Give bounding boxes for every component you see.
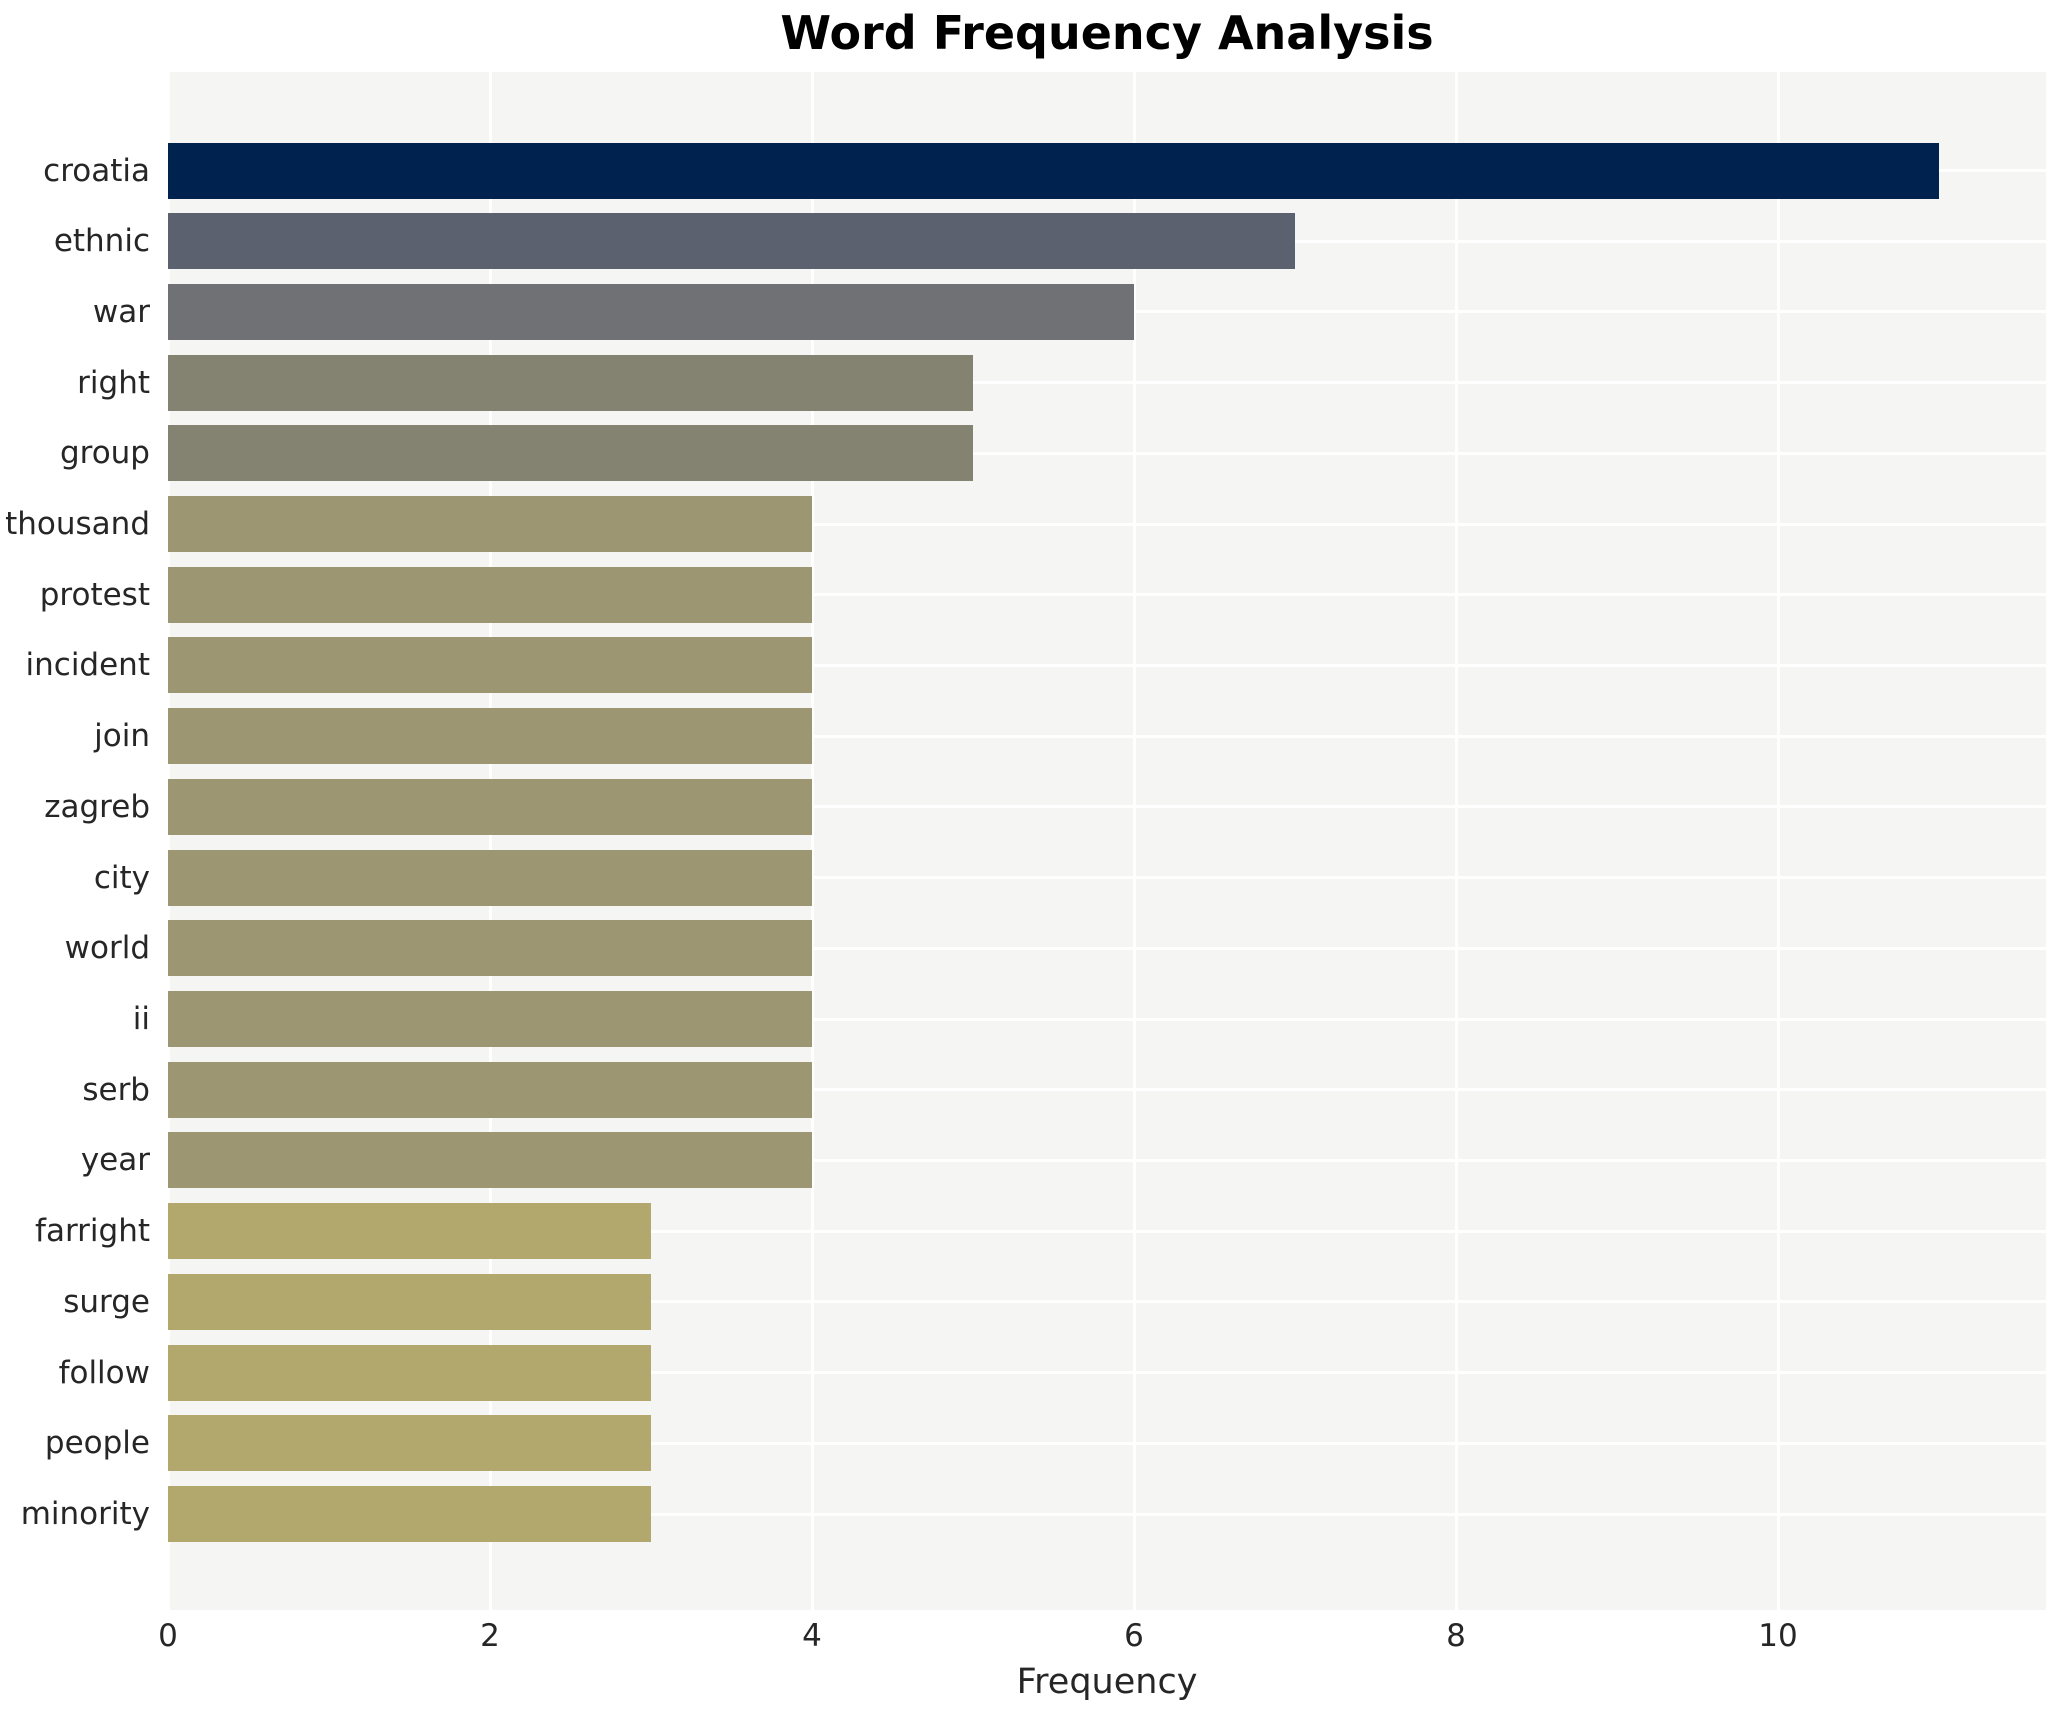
bar-ii (168, 991, 812, 1048)
gridline-y-protest (168, 593, 2046, 597)
bar-right (168, 354, 973, 411)
y-tick-label-croatia: croatia (43, 152, 150, 189)
bar-people (168, 1415, 651, 1472)
gridline-y-year (168, 1158, 2046, 1162)
y-tick-label-serb: serb (82, 1071, 150, 1108)
gridline-y-join (168, 734, 2046, 738)
y-tick-label-group: group (59, 435, 150, 472)
gridline-y-ii (168, 1017, 2046, 1021)
bar-follow (168, 1344, 651, 1401)
y-tick-label-people: people (44, 1425, 150, 1462)
bar-serb (168, 1061, 812, 1118)
y-tick-label-minority: minority (20, 1496, 150, 1533)
y-tick-label-war: war (92, 293, 150, 330)
bar-group (168, 425, 973, 482)
gridline-x-6 (1132, 72, 1136, 1610)
gridline-x-10 (1776, 72, 1780, 1610)
gridline-x-2 (488, 72, 492, 1610)
chart-title: Word Frequency Analysis (780, 6, 1434, 60)
bar-city (168, 849, 812, 906)
gridline-x-4 (810, 72, 814, 1610)
gridline-y-surge (168, 1300, 2046, 1304)
gridline-y-incident (168, 663, 2046, 667)
plot-area (166, 72, 2046, 1610)
bar-thousand (168, 496, 812, 553)
bar-croatia (168, 142, 1939, 199)
gridline-x-0 (166, 72, 170, 1610)
bar-farright (168, 1203, 651, 1260)
gridline-y-farright (168, 1229, 2046, 1233)
y-tick-label-incident: incident (25, 647, 150, 684)
y-tick-label-city: city (93, 859, 150, 896)
x-tick-label-4: 4 (802, 1618, 822, 1654)
bar-incident (168, 637, 812, 694)
bar-zagreb (168, 778, 812, 835)
bar-ethnic (168, 213, 1295, 270)
y-tick-label-thousand: thousand (5, 506, 150, 543)
gridline-y-minority (168, 1512, 2046, 1516)
bar-world (168, 920, 812, 977)
y-tick-label-zagreb: zagreb (44, 788, 150, 825)
x-axis-label: Frequency (1016, 1662, 1198, 1702)
y-tick-label-ii: ii (132, 1001, 150, 1038)
y-tick-label-protest: protest (39, 576, 150, 613)
bar-minority (168, 1486, 651, 1543)
bar-protest (168, 566, 812, 623)
gridline-y-world (168, 946, 2046, 950)
bar-war (168, 283, 1134, 340)
y-tick-label-surge: surge (63, 1283, 150, 1320)
gridline-y-serb (168, 1088, 2046, 1092)
gridline-y-people (168, 1441, 2046, 1445)
y-tick-label-world: world (64, 930, 150, 967)
bar-surge (168, 1273, 651, 1330)
y-tick-label-right: right (77, 364, 150, 401)
gridline-y-follow (168, 1371, 2046, 1375)
bar-year (168, 1132, 812, 1189)
x-tick-label-0: 0 (158, 1618, 178, 1654)
gridline-y-right (168, 381, 2046, 385)
gridline-y-city (168, 876, 2046, 880)
bar-join (168, 708, 812, 765)
y-tick-label-follow: follow (58, 1354, 150, 1391)
y-tick-label-year: year (80, 1142, 150, 1179)
y-tick-label-ethnic: ethnic (53, 223, 150, 260)
x-tick-label-8: 8 (1446, 1618, 1466, 1654)
x-tick-label-2: 2 (480, 1618, 500, 1654)
gridline-y-zagreb (168, 805, 2046, 809)
y-tick-label-join: join (94, 718, 150, 755)
x-tick-label-10: 10 (1758, 1618, 1798, 1654)
gridline-x-8 (1454, 72, 1458, 1610)
gridline-y-thousand (168, 522, 2046, 526)
y-tick-label-farright: farright (35, 1213, 150, 1250)
x-tick-label-6: 6 (1124, 1618, 1144, 1654)
gridline-y-group (168, 451, 2046, 455)
